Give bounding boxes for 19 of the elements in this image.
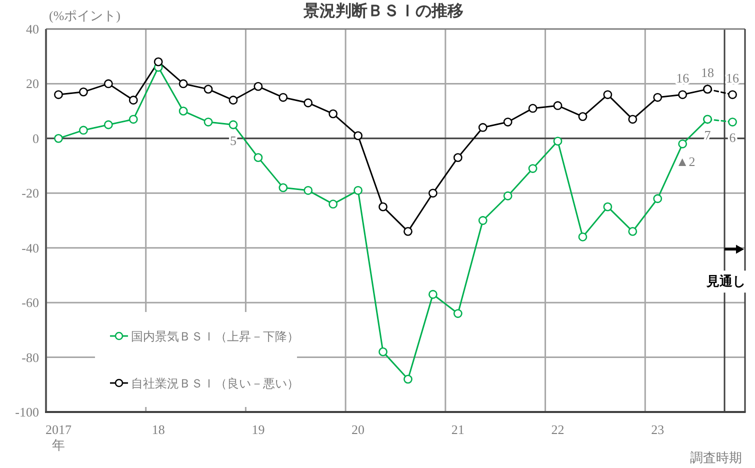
xtick: 20 xyxy=(352,422,365,437)
ytick: -60 xyxy=(22,295,39,310)
xtick: 19 xyxy=(252,422,265,437)
xtick: 23 xyxy=(651,422,664,437)
xtick: 2017 年 xyxy=(45,422,72,453)
ytick: 0 xyxy=(32,130,39,146)
ytick: -100 xyxy=(15,404,39,420)
ytick: 40 xyxy=(26,22,39,36)
xtick: 22 xyxy=(551,422,564,437)
ytick: -20 xyxy=(22,186,39,201)
ytick: -80 xyxy=(22,350,39,365)
ytick: -40 xyxy=(22,240,39,256)
xtick: 21 xyxy=(451,422,464,437)
ylabel: (%ポイント) xyxy=(49,8,120,23)
title: 景況判断ＢＳＩの推移 xyxy=(304,1,464,20)
ytick: 20 xyxy=(26,76,39,92)
xlabel: 調査時期 xyxy=(690,450,742,465)
xtick: 18 xyxy=(152,422,165,437)
annotation: ▲2 xyxy=(676,154,696,169)
